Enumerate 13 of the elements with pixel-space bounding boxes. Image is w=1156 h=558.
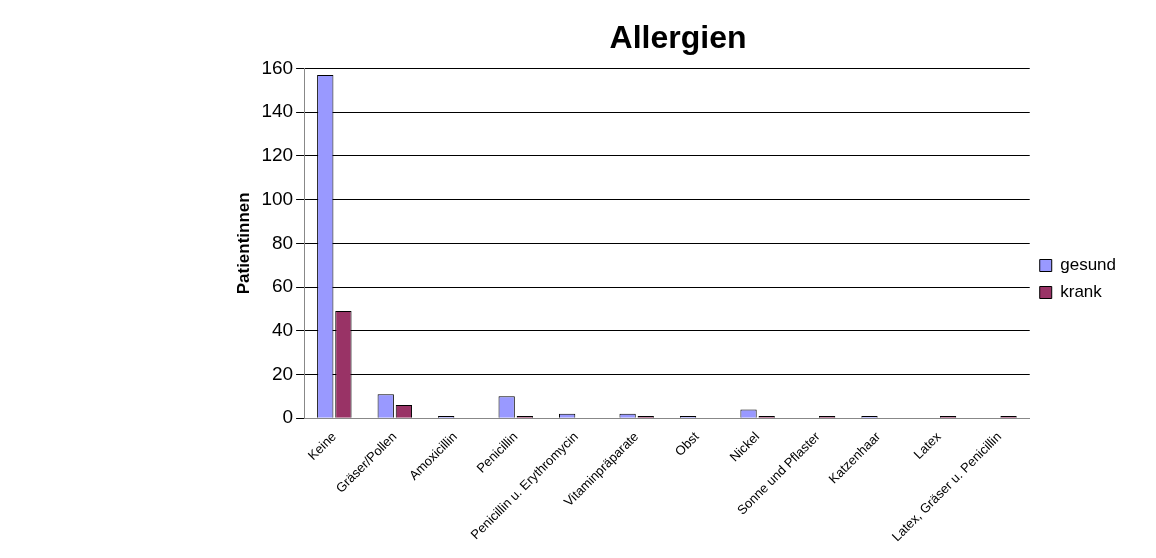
y-tick-label: 140	[261, 100, 294, 122]
y-tick-label: 160	[261, 56, 294, 78]
y-tick-label: 100	[261, 187, 294, 209]
y-tick-label: 80	[271, 231, 294, 253]
legend-label: gesund	[1060, 255, 1117, 275]
legend-label: krank	[1060, 282, 1103, 302]
y-tick-label: 60	[271, 275, 294, 297]
y-axis-title: Patientinnen	[233, 192, 253, 295]
y-tick-label: 0	[282, 406, 294, 428]
y-tick-label: 40	[271, 319, 294, 341]
chart-title: Allergien	[609, 19, 747, 56]
y-tick-label: 20	[271, 362, 294, 384]
y-tick-label: 120	[261, 144, 294, 166]
